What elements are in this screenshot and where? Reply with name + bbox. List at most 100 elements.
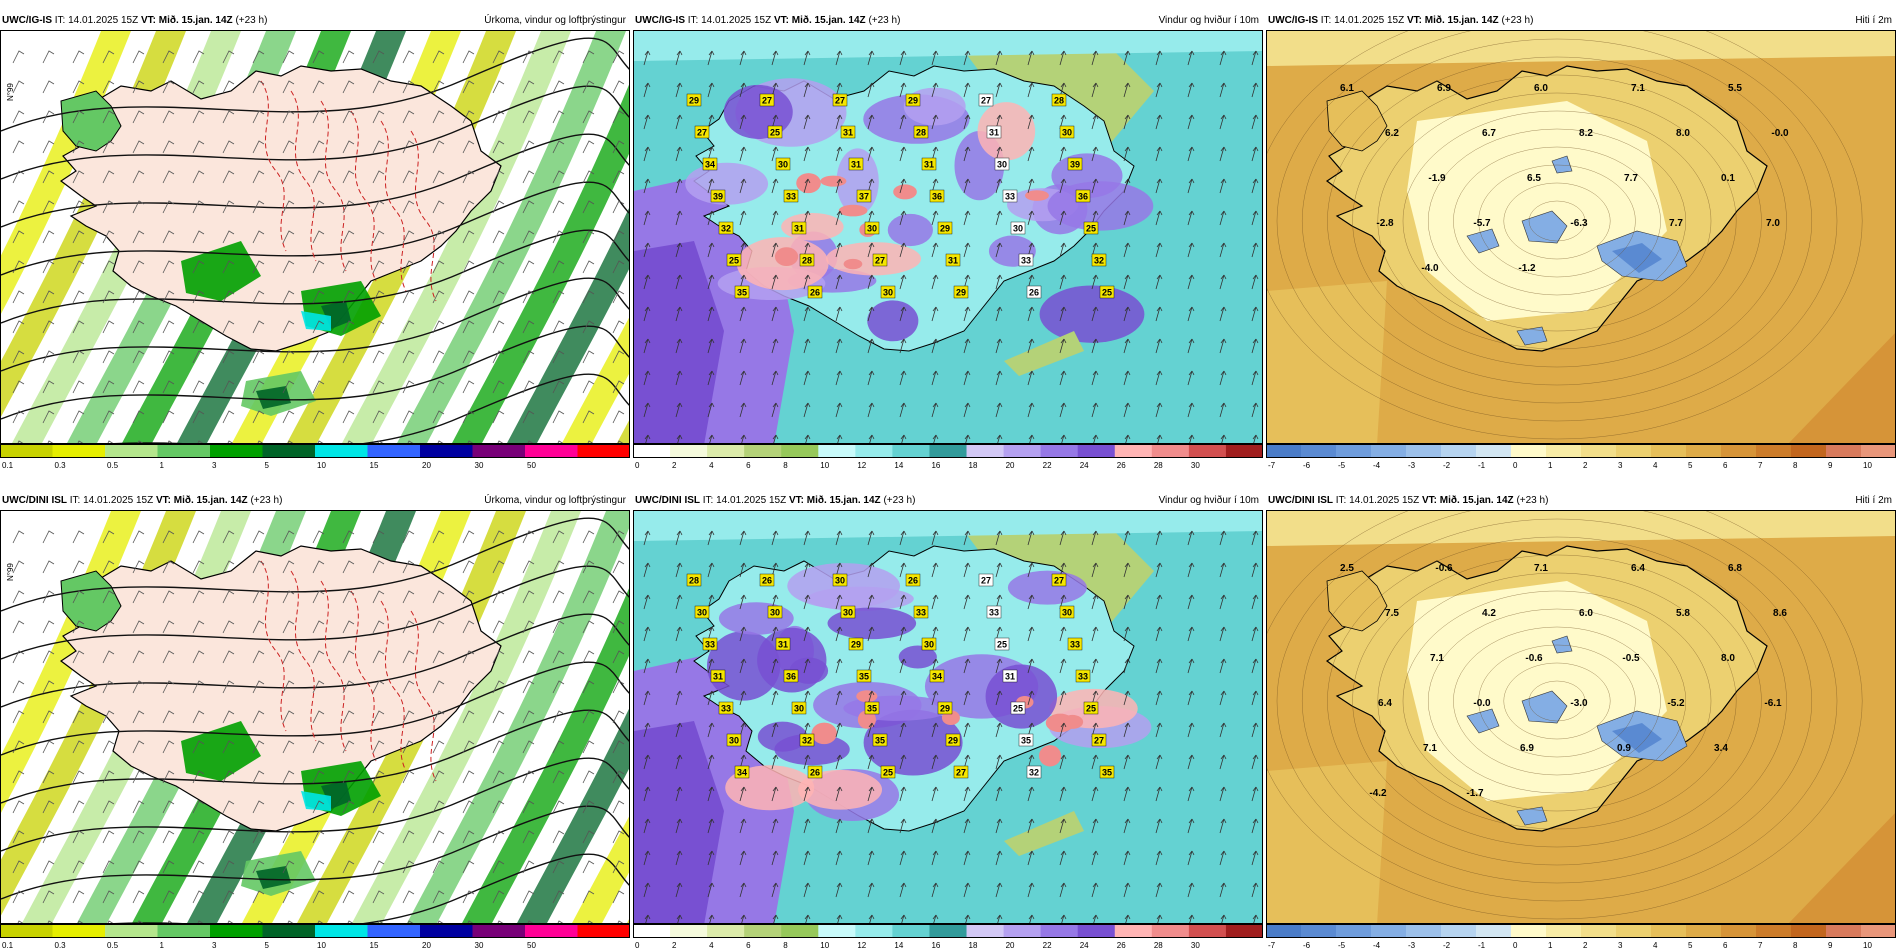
wind-arrow [1059, 370, 1067, 386]
wind-barb [222, 530, 235, 544]
wind-arrow [1187, 786, 1195, 802]
wind-barb [252, 800, 265, 814]
wind-barb [402, 650, 415, 664]
wind-barb [42, 110, 55, 124]
wind-arrow [932, 434, 939, 443]
gust-label-box [848, 157, 864, 171]
wind-arrow [1219, 786, 1227, 802]
wind-barb [402, 530, 415, 544]
colorbar-swatch [315, 924, 368, 938]
gust-label-box [807, 285, 823, 299]
wind-barb [612, 890, 625, 904]
temperature-value-label: 7.1 [1534, 563, 1548, 574]
wind-arrow [1123, 754, 1131, 770]
temperature-value-label: 7.0 [1766, 218, 1780, 229]
wind-barb [342, 530, 355, 544]
colorbar-swatch [1581, 924, 1617, 938]
gust-label-box [734, 285, 750, 299]
gust-label-text: 26 [810, 768, 820, 778]
precip-patch [181, 721, 261, 781]
colorbar-tick-label: 0.3 [55, 461, 67, 470]
wind-arrow [675, 306, 683, 322]
wind-arrow [899, 594, 907, 610]
wind-barb [402, 80, 415, 94]
gust-label-text: 28 [916, 128, 926, 138]
gust-value-label: 30 [791, 701, 807, 715]
wind-arrow [1060, 914, 1067, 923]
wind-arrow [1219, 562, 1227, 578]
colorbar-tick-label: 18 [969, 461, 978, 470]
wind-barb [582, 170, 595, 184]
gust-label-text: 30 [770, 608, 780, 618]
temperature-contour [380, 120, 407, 292]
wind-arrow [995, 850, 1003, 866]
wind-barb [252, 290, 265, 304]
colorbar-swatch [781, 444, 819, 458]
colorbar-swatch [1686, 924, 1722, 938]
wind-barb [132, 890, 145, 904]
wind-arrow [739, 210, 747, 226]
colorbar-swatch [818, 924, 856, 938]
wind-barb [282, 140, 295, 154]
wind-arrow [1027, 114, 1035, 130]
wind-barb [492, 230, 505, 244]
gust-label-box [945, 733, 961, 747]
colorbar-swatch [157, 924, 211, 938]
wind-arrow [1155, 242, 1163, 258]
colorbar-swatch [0, 924, 53, 938]
wind-barb [12, 140, 25, 154]
wind-barb [162, 200, 175, 214]
wind-arrow [1155, 530, 1163, 546]
wind-barb [342, 680, 355, 694]
gust-value-label: 35 [856, 669, 872, 683]
wind-barb [192, 830, 205, 844]
wind-barb [282, 170, 295, 184]
wind-barb [192, 320, 205, 334]
gust-label-box [1026, 285, 1042, 299]
wind-arrow [995, 530, 1003, 546]
gust-value-label: 29 [848, 637, 864, 651]
wind-arrow [1027, 626, 1035, 642]
gust-label-text: 28 [802, 256, 812, 266]
gust-label-box [1091, 253, 1107, 267]
gust-label-text: 31 [989, 128, 999, 138]
gust-value-label: 29 [937, 701, 953, 715]
colorbar-tick-label: 30 [475, 461, 484, 470]
temperature-value-label: 6.5 [1527, 173, 1541, 184]
wind-arrow [996, 914, 1003, 923]
wind-arrow [1187, 530, 1195, 546]
colorbar-tick-label: 2 [1583, 461, 1588, 470]
wind-barb [102, 200, 115, 214]
wind-barb [222, 380, 235, 394]
wind-barb [462, 860, 475, 874]
gust-patch [1047, 181, 1154, 231]
wind-arrow [675, 178, 683, 194]
gust-value-label: 27 [1091, 733, 1107, 747]
colorbar-swatch [1441, 444, 1477, 458]
wind-barb [582, 860, 595, 874]
wind-arrow [867, 274, 875, 290]
wind-arrow [1027, 594, 1035, 610]
colorbar-swatch [1441, 924, 1477, 938]
temperature-contour [410, 130, 437, 302]
gust-label-text: 30 [867, 224, 877, 234]
colorbar-swatch [577, 924, 630, 938]
colorbar-swatch [1406, 444, 1442, 458]
colorbar-tick-label: 10 [1863, 461, 1872, 470]
wind-barb [12, 530, 25, 544]
temperature-value-label: 6.0 [1579, 608, 1593, 619]
colorbar-tick-label: 8 [1793, 941, 1798, 950]
wind-arrow [963, 178, 971, 194]
wind-arrow [1027, 658, 1035, 674]
colorbar-swatch [1616, 444, 1652, 458]
wind-barb [552, 260, 565, 274]
gust-label-box [994, 637, 1010, 651]
wind-barb [582, 890, 595, 904]
wind-arrow [931, 690, 939, 706]
gust-value-label: 29 [905, 93, 921, 107]
wind-arrow [963, 146, 971, 162]
wind-barb [342, 830, 355, 844]
wind-arrow [1251, 562, 1259, 578]
wind-barb [252, 740, 265, 754]
gust-patch [977, 102, 1036, 161]
